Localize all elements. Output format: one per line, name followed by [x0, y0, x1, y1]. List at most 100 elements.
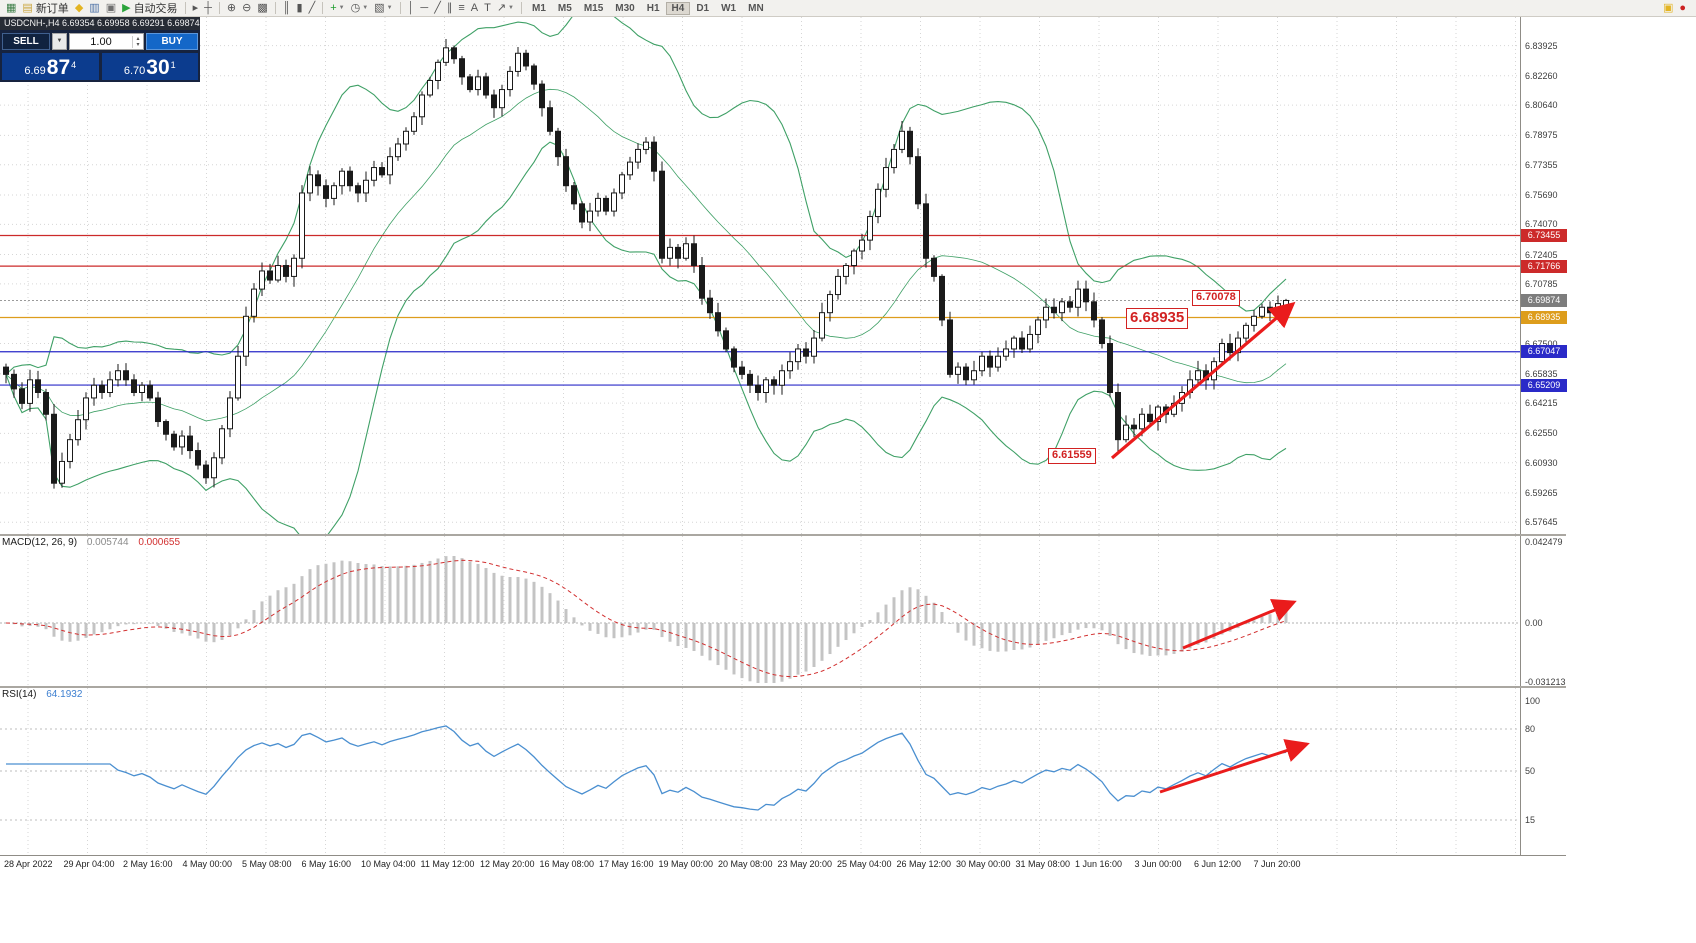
crosshair-icon: ┼: [204, 1, 212, 14]
timeframe-m1-button[interactable]: M1: [532, 2, 546, 14]
new-order-icon: ▤: [22, 1, 33, 14]
resistance-level-1-box: 6.73455: [1521, 229, 1567, 242]
volume-stepper[interactable]: ▴ ▾: [132, 35, 143, 48]
auto-trading-icon: ▶: [122, 1, 131, 14]
sell-price[interactable]: 6.69 87 4: [2, 53, 99, 80]
time-label: 29 Apr 04:00: [63, 859, 115, 869]
rsi-grid: [0, 688, 1520, 855]
order-type-dropdown[interactable]: ▼: [52, 33, 67, 50]
timeframe-w1-button[interactable]: W1: [721, 2, 737, 14]
volume-input[interactable]: 1.00 ▴ ▾: [69, 33, 144, 50]
horizontal-line-icon: ─: [420, 1, 429, 14]
callouts: 6.70078 6.68935 6.61559: [0, 17, 1520, 534]
chevron-down-icon: ▼: [386, 5, 393, 11]
time-label: 12 May 20:00: [480, 859, 535, 869]
text-icon[interactable]: A: [468, 1, 481, 16]
panel-icon[interactable]: ▣: [1660, 1, 1676, 16]
support-level-1-box: 6.67047: [1521, 345, 1567, 359]
rsi-svg[interactable]: [0, 688, 1520, 855]
auto-trading-button[interactable]: ▶ 自动交易: [119, 1, 180, 16]
toolbar-separator: [184, 2, 186, 14]
panel-icon: ▣: [1662, 1, 1674, 14]
toolbar-separator: [322, 2, 324, 14]
candlestick-chart-icon: ▮: [296, 1, 303, 14]
rsi-title: RSI(14): [2, 689, 37, 700]
zoom-in-icon[interactable]: ⊕: [224, 1, 239, 16]
rsi-line: [6, 725, 1287, 811]
time-label: 19 May 00:00: [658, 859, 714, 869]
rsi-panel[interactable]: RSI(14) 64.1932: [0, 688, 1520, 855]
panel-separator-1[interactable]: [0, 534, 1566, 536]
text-label-icon[interactable]: T: [481, 1, 494, 16]
favorites-icon[interactable]: ◆: [72, 1, 86, 16]
sell-price-small: 6.69: [24, 65, 46, 77]
macd-panel[interactable]: MACD(12, 26, 9) 0.005744 0.000655: [0, 536, 1520, 686]
time-axis[interactable]: 28 Apr 2022 29 Apr 04:00 2 May 16:00 4 May …: [0, 855, 1566, 872]
periods-icon: ◷: [350, 1, 361, 14]
cursor-icon[interactable]: ▸: [190, 1, 202, 16]
timeframe-h1-button[interactable]: H1: [646, 2, 660, 14]
time-label: 11 May 12:00: [420, 859, 475, 869]
new-order-button[interactable]: ▤ 新订单: [19, 1, 71, 16]
timeframe-m5-button[interactable]: M5: [557, 2, 572, 14]
time-label: 6 Jun 12:00: [1194, 859, 1242, 869]
main-chart-panel[interactable]: 6.70078 6.68935 6.61559 USDCNH-,H4 6.69354…: [0, 17, 1520, 534]
timeframe-m15-button[interactable]: M15: [583, 2, 604, 14]
sell-button[interactable]: SELL: [2, 33, 50, 50]
price-scale[interactable]: 6.83925 6.82260 6.80640 6.78975 6.77355 6.756…: [1520, 17, 1567, 855]
channel-icon: ∥: [446, 1, 453, 14]
time-label: 23 May 20:00: [777, 859, 833, 869]
crosshair-icon[interactable]: ┼: [201, 1, 215, 16]
periods-icon[interactable]: ◷ ▼: [348, 1, 372, 16]
arrows-icon[interactable]: ↗ ▼: [494, 1, 517, 16]
price-callout[interactable]: 6.61559: [1048, 448, 1096, 464]
vertical-line-icon[interactable]: │: [405, 1, 418, 16]
add-indicator-icon[interactable]: + ▼: [327, 1, 347, 16]
panel-separator-2[interactable]: [0, 686, 1566, 688]
market-watch-icon[interactable]: ▥: [86, 1, 102, 16]
sell-price-sup: 4: [71, 60, 77, 70]
buy-button[interactable]: BUY: [146, 33, 198, 50]
zoom-out-icon[interactable]: ⊖: [239, 1, 254, 16]
rsi-scale-label: 100: [1525, 696, 1541, 706]
timeframe-m30-button[interactable]: M30: [615, 2, 635, 14]
channel-icon[interactable]: ∥: [444, 1, 456, 16]
price-callout[interactable]: 6.70078: [1192, 290, 1240, 306]
horizontal-line-icon[interactable]: ─: [417, 1, 431, 16]
toolbar: ▦ ▤ 新订单 ◆ ▥ ▣ ▶ 自动交易 ▸ ┼ ⊕ ⊖ ▩ ║ ▮ ╱ + ▼ ◷ ▼ ▧ ▼ │ ─ ╱ ∥ ≡ A T ↗ ▼ M1 M5…: [0, 0, 1696, 17]
time-label: 6 May 16:00: [301, 859, 352, 869]
auto-trading-button-label: 自动交易: [133, 3, 178, 15]
chevron-down-icon: ▼: [362, 5, 369, 11]
fibonacci-icon[interactable]: ≡: [455, 1, 467, 16]
candlestick-chart-icon[interactable]: ▮: [294, 1, 306, 16]
fibonacci-icon: ≡: [458, 1, 465, 14]
macd-svg[interactable]: [0, 536, 1520, 686]
bar-chart-icon[interactable]: ║: [280, 1, 294, 16]
timeframe-mn-button[interactable]: MN: [748, 2, 764, 14]
time-label: 17 May 16:00: [599, 859, 654, 869]
line-chart-icon[interactable]: ╱: [306, 1, 319, 16]
pivot-level-box: 6.68935: [1521, 310, 1567, 324]
timeframe-d1-button[interactable]: D1: [696, 2, 710, 14]
buy-price[interactable]: 6.70 30 1: [101, 53, 198, 80]
chart-window-icon[interactable]: ▦: [3, 1, 19, 16]
templates-icon[interactable]: ▧ ▼: [371, 1, 395, 16]
record-icon[interactable]: ●: [1676, 1, 1689, 16]
trendline-icon[interactable]: ╱: [431, 1, 444, 16]
data-window-icon[interactable]: ▣: [103, 1, 119, 16]
macd-scale-label: 0.042479: [1525, 537, 1563, 548]
stepper-up-icon[interactable]: ▴: [136, 35, 140, 42]
timeframe-h4-button[interactable]: H4: [665, 1, 691, 15]
time-label: 28 Apr 2022: [4, 859, 53, 869]
tile-windows-icon[interactable]: ▩: [254, 1, 270, 16]
templates-icon: ▧: [374, 1, 385, 14]
macd-grid: [0, 536, 1520, 686]
candlestick-svg[interactable]: [0, 17, 1520, 534]
time-label: 4 May 00:00: [182, 859, 233, 869]
stepper-down-icon[interactable]: ▾: [136, 41, 140, 48]
time-label: 20 May 08:00: [718, 859, 773, 869]
chart-window-icon: ▦: [6, 1, 17, 14]
chevron-down-icon: ▼: [338, 5, 345, 11]
price-callout[interactable]: 6.68935: [1126, 308, 1189, 329]
macd-scale-label: -0.031213: [1525, 677, 1566, 688]
